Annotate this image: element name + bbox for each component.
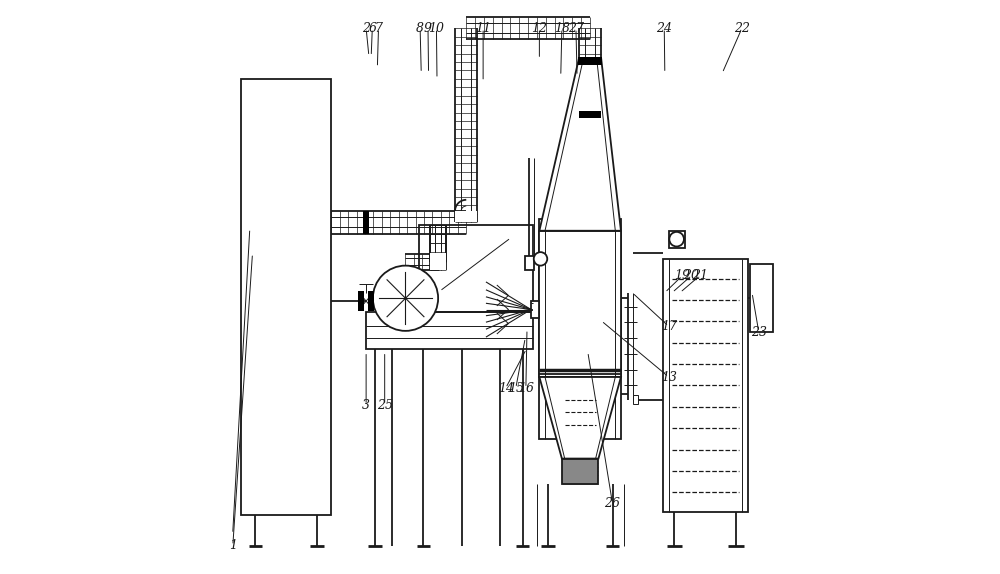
Text: 1: 1 bbox=[229, 539, 237, 552]
Bar bbox=[363, 211, 369, 234]
Text: 6: 6 bbox=[368, 22, 376, 35]
Bar bbox=[663, 259, 748, 512]
Circle shape bbox=[669, 232, 684, 246]
Circle shape bbox=[534, 252, 547, 266]
Bar bbox=[531, 301, 539, 318]
Text: 19: 19 bbox=[674, 269, 690, 282]
Text: 7: 7 bbox=[374, 22, 382, 35]
Bar bbox=[750, 265, 773, 332]
Text: 9: 9 bbox=[424, 22, 432, 35]
Text: 27: 27 bbox=[568, 22, 584, 35]
Bar bbox=[358, 291, 364, 311]
Text: 20: 20 bbox=[683, 269, 699, 282]
Bar bbox=[633, 395, 638, 404]
Bar bbox=[579, 111, 601, 118]
Text: 10: 10 bbox=[428, 22, 444, 35]
Text: 11: 11 bbox=[475, 22, 491, 35]
Text: 18: 18 bbox=[554, 22, 570, 35]
Bar bbox=[430, 253, 446, 270]
Text: 13: 13 bbox=[661, 370, 677, 383]
Text: 22: 22 bbox=[734, 22, 750, 35]
Text: 14: 14 bbox=[498, 382, 514, 395]
Circle shape bbox=[373, 266, 438, 331]
Text: 25: 25 bbox=[377, 398, 393, 412]
Text: 21: 21 bbox=[692, 269, 708, 282]
Text: 15: 15 bbox=[508, 382, 524, 395]
Text: 26: 26 bbox=[605, 497, 621, 510]
Bar bbox=[525, 256, 534, 270]
Text: 17: 17 bbox=[661, 320, 677, 333]
Bar bbox=[579, 211, 601, 222]
Bar bbox=[366, 312, 533, 349]
Text: 23: 23 bbox=[751, 325, 767, 339]
Bar bbox=[539, 219, 621, 439]
Text: 3: 3 bbox=[362, 398, 370, 412]
Polygon shape bbox=[539, 377, 621, 459]
Text: 16: 16 bbox=[518, 382, 534, 395]
Bar bbox=[578, 57, 602, 65]
Bar bbox=[669, 231, 685, 247]
Text: 8: 8 bbox=[416, 22, 424, 35]
Bar bbox=[562, 459, 598, 484]
Polygon shape bbox=[539, 59, 621, 231]
Text: 12: 12 bbox=[531, 22, 547, 35]
Bar bbox=[539, 231, 621, 377]
Bar bbox=[241, 79, 331, 515]
Text: 2: 2 bbox=[362, 22, 370, 35]
Text: 24: 24 bbox=[656, 22, 672, 35]
Bar bbox=[455, 211, 477, 222]
Bar bbox=[419, 225, 533, 312]
Bar bbox=[368, 291, 374, 311]
